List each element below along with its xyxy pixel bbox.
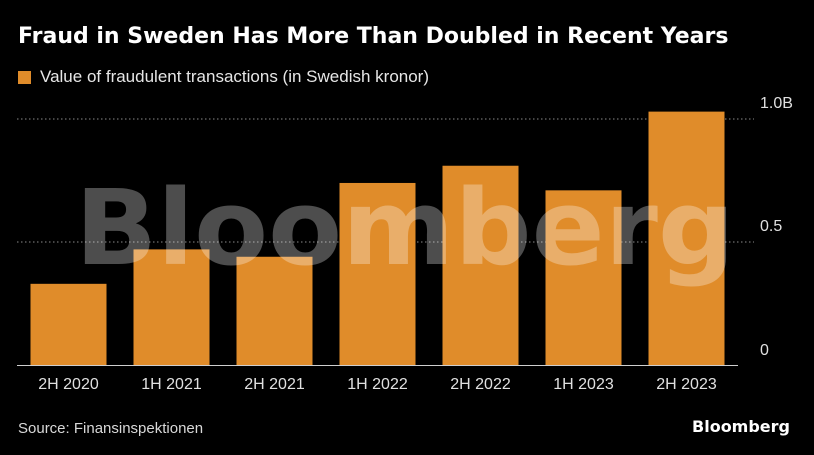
legend-label: Value of fraudulent transactions (in Swe… [40,67,429,86]
watermark: Bloomberg [75,167,735,289]
bar [545,190,622,365]
bar [442,165,519,365]
brand-logo: Bloomberg [692,417,790,436]
y-tick-label: 1.0B [760,95,793,112]
legend-swatch [18,70,31,84]
x-tick-label: 2H 2023 [656,376,717,393]
x-tick-label: 1H 2023 [553,376,614,393]
legend: Value of fraudulent transactions (in Swe… [18,67,429,87]
x-tick-label: 1H 2022 [347,376,408,393]
chart-title: Fraud in Sweden Has More Than Doubled in… [18,24,729,49]
x-tick-label: 2H 2022 [450,376,511,393]
watermark-text: Bloomberg [75,167,735,289]
y-tick-label: 0 [760,342,769,359]
bar [133,249,210,365]
y-tick-label: 0.5 [760,218,782,235]
x-tick-label: 2H 2021 [244,376,305,393]
axes: 0 0.5 1.0B 2H 2020 1H 2021 2H 2021 1H 2022 2H 2… [17,95,793,393]
source-note: Source: Finansinspektionen [18,420,204,437]
bar [236,256,313,365]
bar [30,283,107,365]
bars [30,111,725,366]
bar [648,111,725,366]
bar [339,182,416,365]
x-tick-label: 1H 2021 [141,376,202,393]
x-tick-label: 2H 2020 [38,376,99,393]
